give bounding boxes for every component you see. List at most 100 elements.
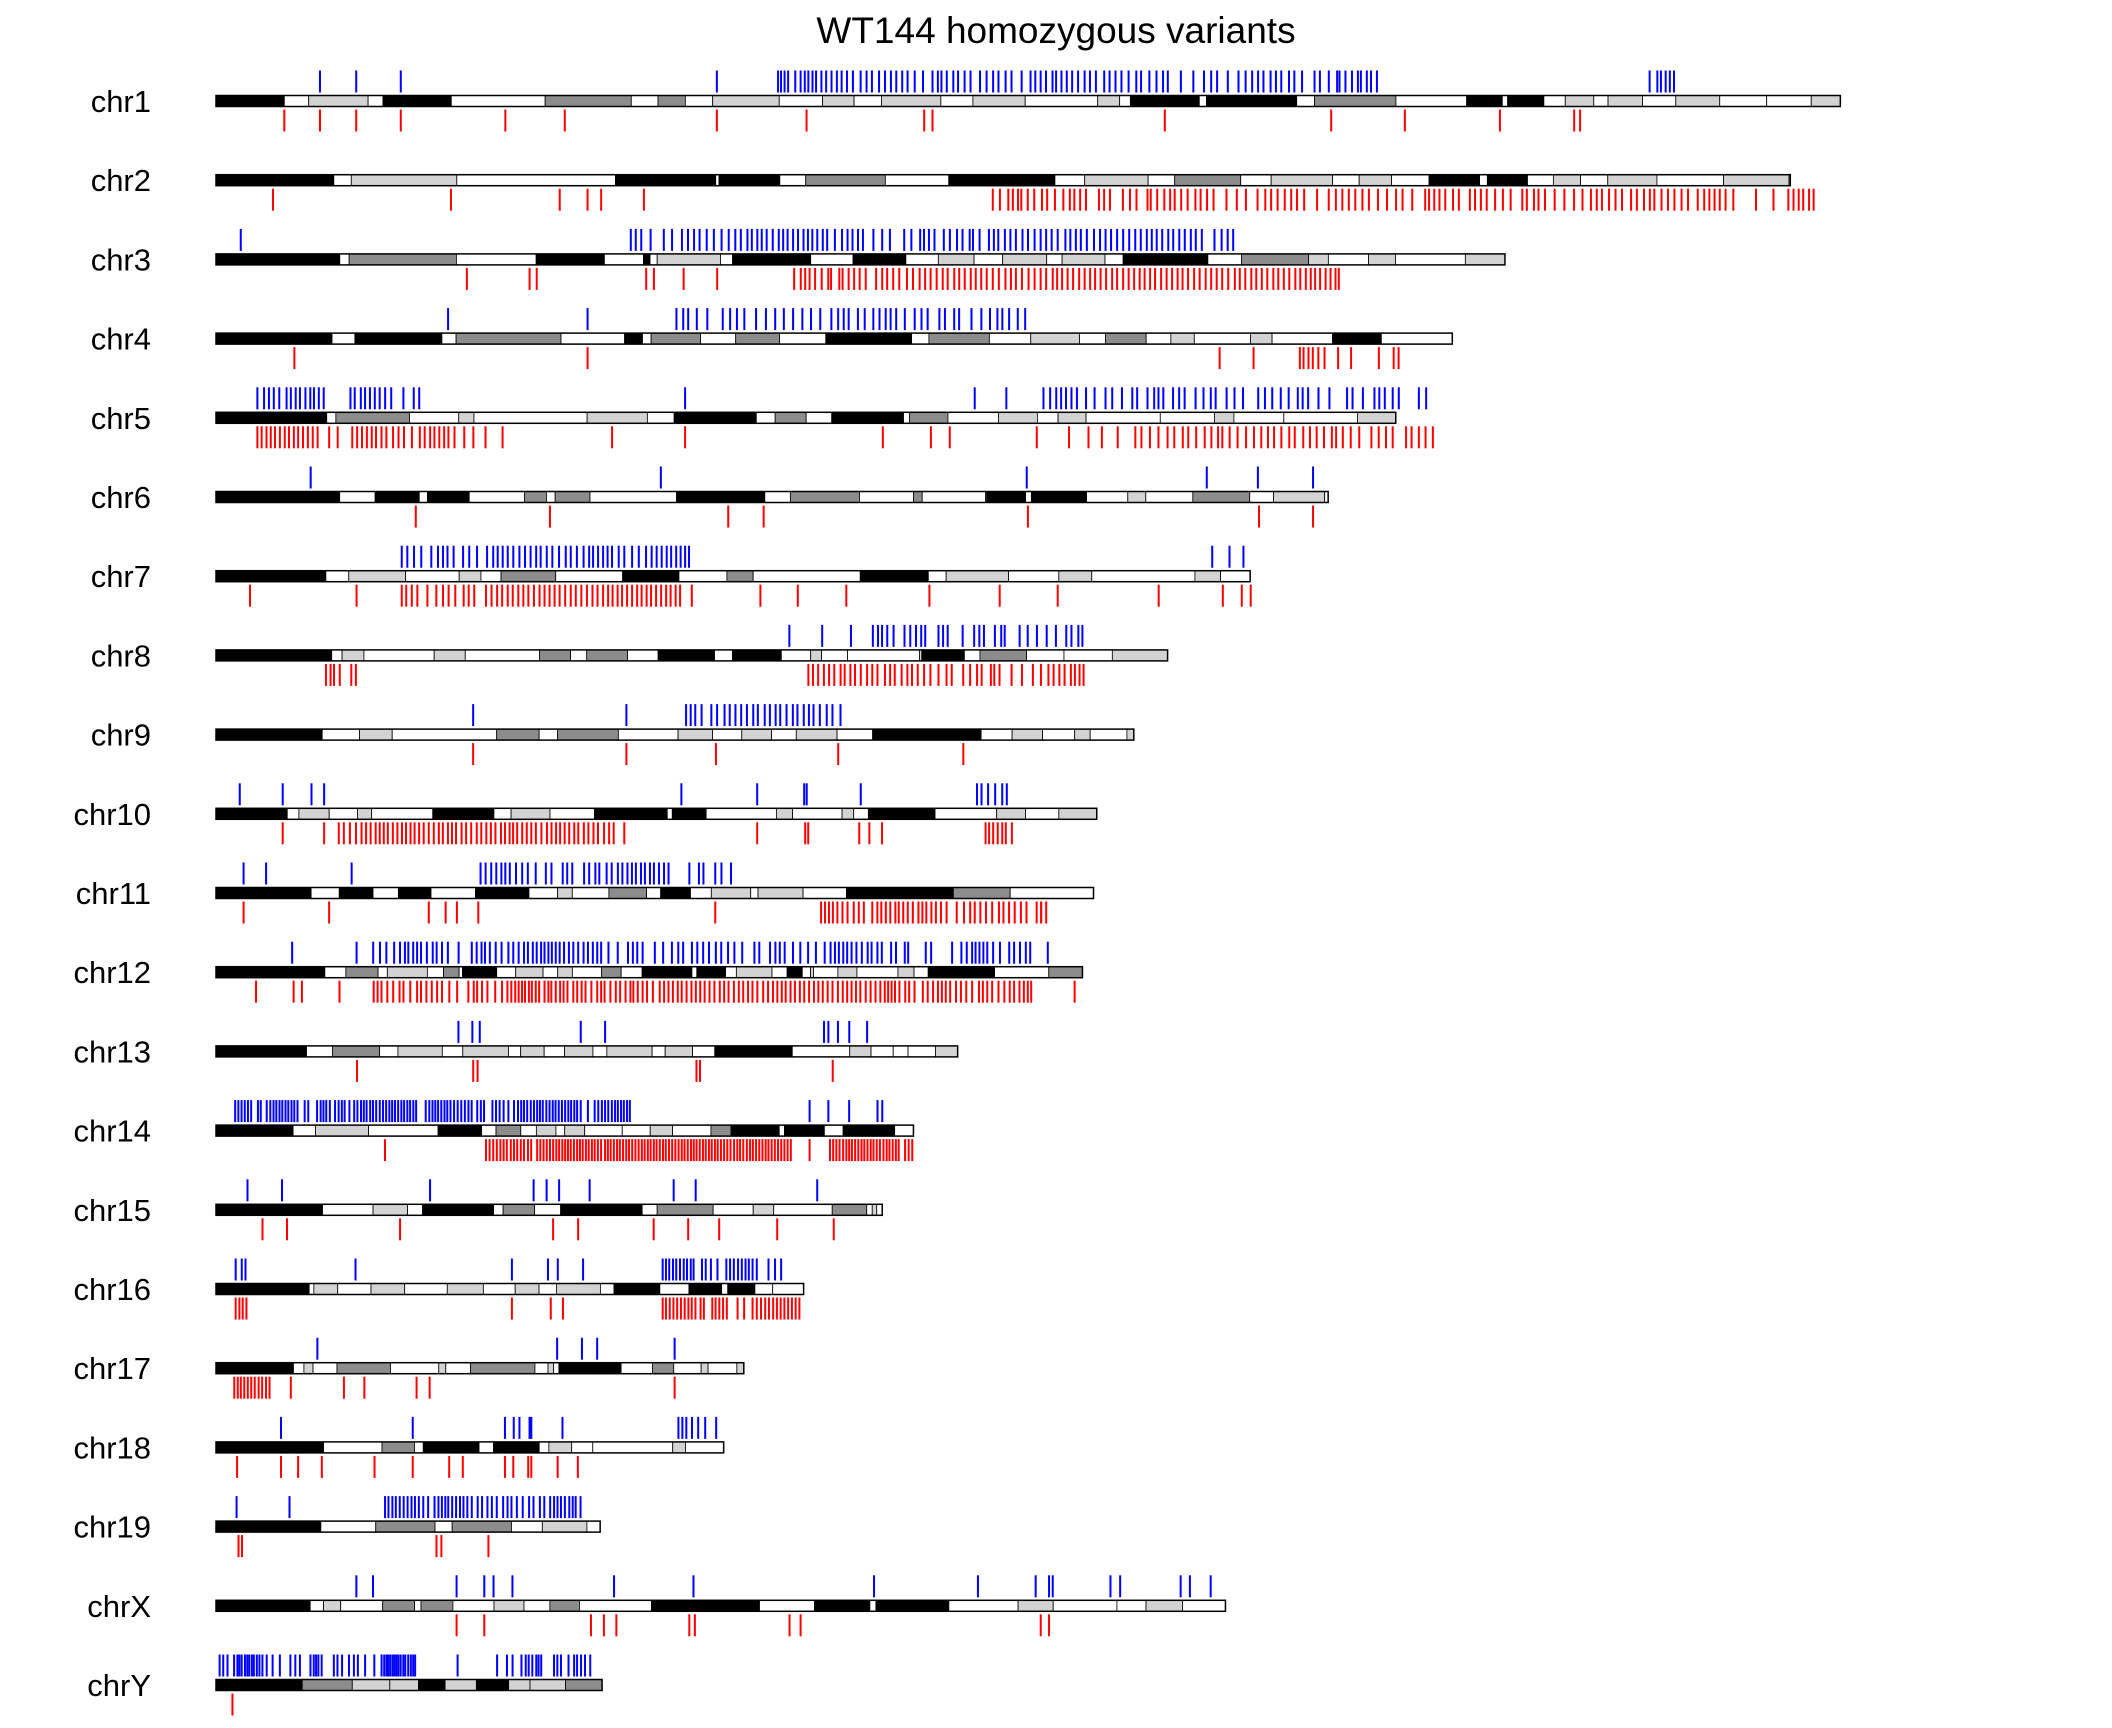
chromosome-row-chr16: chr16	[73, 1259, 803, 1320]
chromosome-band	[554, 1363, 559, 1374]
chromosome-band	[325, 967, 346, 978]
chromosome-band	[1234, 412, 1284, 423]
chromosome-band	[459, 571, 481, 582]
chromosome-band	[602, 967, 622, 978]
chromosome-band	[1120, 96, 1131, 107]
chromosome-band	[1271, 175, 1332, 186]
chromosome-band	[434, 650, 465, 661]
chromosome-band	[572, 967, 601, 978]
chromosome-band	[832, 412, 904, 423]
chromosome-band	[842, 808, 854, 819]
chromosome-band	[843, 1125, 895, 1136]
chromosome-band	[558, 729, 619, 740]
chromosome-band	[1395, 254, 1465, 265]
chromosome-band	[1811, 96, 1840, 107]
chromosome-band	[953, 888, 1010, 899]
chromosome-band	[293, 1363, 303, 1374]
chromosome-band	[1527, 175, 1553, 186]
chromosome-row-chr9: chr9	[91, 704, 1134, 765]
chromosome-band	[1085, 175, 1148, 186]
chromosome-band	[368, 96, 383, 107]
chromosome-band	[651, 333, 700, 344]
chromosome-band	[327, 412, 336, 423]
chromosome-band	[652, 1046, 665, 1057]
chromosome-band	[555, 492, 590, 503]
chromosome-band	[558, 888, 573, 899]
chromosome-band	[775, 412, 806, 423]
chromosome-band	[1241, 175, 1271, 186]
chromosome-band	[511, 808, 550, 819]
chromosome-band	[1160, 412, 1214, 423]
chromosome-band	[572, 1442, 593, 1453]
chromosome-band	[1031, 492, 1086, 503]
chromosome-band	[631, 96, 658, 107]
chromosome-band	[465, 650, 539, 661]
chromosome-band	[558, 967, 573, 978]
chromosome-band	[1392, 175, 1430, 186]
chromosome-band	[1027, 650, 1064, 661]
chromosome-band	[216, 1600, 310, 1611]
chromosome-band	[1025, 96, 1097, 107]
chromosome-band	[1214, 412, 1233, 423]
chromosome-band	[980, 650, 1027, 661]
chromosome-band	[1086, 412, 1160, 423]
chromosome-label: chr4	[91, 322, 151, 357]
chromosome-band	[421, 1600, 453, 1611]
chromosome-band	[753, 1204, 774, 1215]
chromosome-band	[693, 1046, 715, 1057]
chromosome-band	[371, 1284, 405, 1295]
chromosome-band	[1359, 175, 1391, 186]
chromosome-band	[1369, 254, 1396, 265]
chromosome-band	[483, 1284, 515, 1295]
chromosome-band	[643, 254, 650, 265]
chromosome-band	[494, 808, 511, 819]
chromosome-band	[1092, 571, 1195, 582]
chromosome-band	[736, 967, 772, 978]
chromosome-band	[521, 1125, 537, 1136]
chromosome-band	[1465, 254, 1505, 265]
chromosome-band	[359, 729, 392, 740]
chromosome-band	[1206, 96, 1296, 107]
chromosome-band	[758, 888, 803, 899]
chromosome-band	[706, 808, 776, 819]
chromosome-band	[853, 254, 906, 265]
chromosome-band	[697, 967, 726, 978]
chromosome-band	[443, 967, 459, 978]
chromosome-band	[618, 729, 678, 740]
chromosome-band	[726, 967, 737, 978]
chromosome-band	[906, 254, 938, 265]
chromosome-band	[692, 967, 697, 978]
chromosome-band	[898, 967, 914, 978]
chromosome-band	[304, 1363, 313, 1374]
chromosome-band	[340, 254, 349, 265]
chromosome-band	[711, 1125, 731, 1136]
chromosome-band	[685, 1442, 723, 1453]
chromosome-band	[772, 967, 787, 978]
chromosome-band	[524, 492, 546, 503]
chromosome-band	[1544, 96, 1565, 107]
chromosome-band	[378, 967, 387, 978]
chromosome-band	[539, 1284, 556, 1295]
chromosome-band	[216, 1046, 307, 1057]
chromosome-band	[324, 1442, 382, 1453]
chromosome-band	[685, 96, 712, 107]
chromosome-band	[860, 571, 928, 582]
chromosome-band	[415, 1600, 421, 1611]
chromosome-band	[1487, 175, 1527, 186]
chromosome-band	[287, 808, 299, 819]
chromosome-band	[1105, 254, 1123, 265]
chromosome-band	[1146, 492, 1193, 503]
chromosome-band	[565, 1046, 593, 1057]
chromosome-band	[674, 412, 756, 423]
chromosome-band	[885, 175, 948, 186]
chromosome-band	[380, 1046, 398, 1057]
chromosome-band	[657, 254, 720, 265]
chromosome-band	[516, 967, 543, 978]
chromosome-band	[774, 1204, 833, 1215]
chart-title: WT144 homozygous variants	[816, 10, 1295, 51]
chromosome-band	[435, 1521, 452, 1532]
chromosome-band	[871, 1046, 893, 1057]
chromosome-label: chr2	[91, 163, 151, 198]
chromosome-band	[928, 967, 994, 978]
chromosome-band	[1117, 1600, 1146, 1611]
